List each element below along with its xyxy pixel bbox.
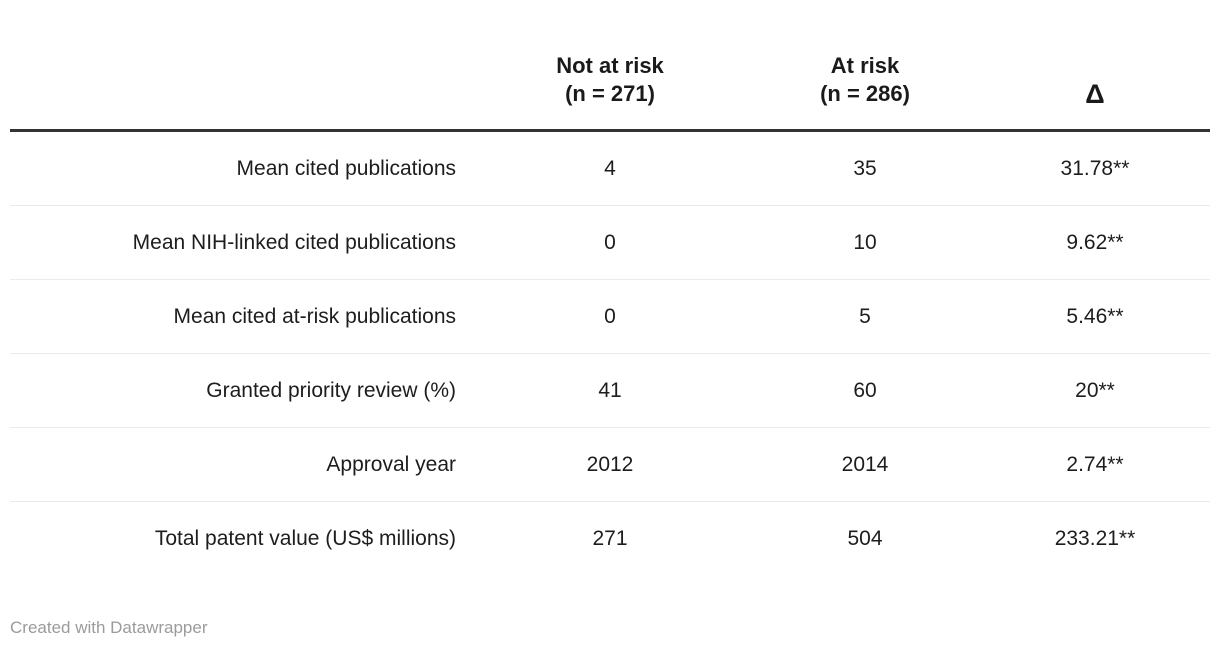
column-header-at-risk: At risk (n = 286) xyxy=(750,0,980,132)
column-header-label: Not at risk xyxy=(556,53,664,78)
cell-delta: 31.78** xyxy=(980,130,1210,206)
cell-delta: 2.74** xyxy=(980,427,1210,502)
cell-not-at-risk: 41 xyxy=(470,353,750,428)
column-header-sublabel: (n = 271) xyxy=(565,81,655,106)
cell-at-risk: 2014 xyxy=(750,427,980,502)
cell-not-at-risk: 0 xyxy=(470,205,750,280)
row-label: Mean cited at-risk publications xyxy=(10,279,470,354)
cell-at-risk: 10 xyxy=(750,205,980,280)
cell-delta: 5.46** xyxy=(980,279,1210,354)
row-label: Granted priority review (%) xyxy=(10,353,470,428)
cell-delta: 9.62** xyxy=(980,205,1210,280)
column-header-not-at-risk: Not at risk (n = 271) xyxy=(470,0,750,132)
table-row: Approval year 2012 2014 2.74** xyxy=(10,427,1210,502)
cell-not-at-risk: 271 xyxy=(592,526,628,550)
cell-not-at-risk: 4 xyxy=(470,130,750,206)
table-row: Mean cited at-risk publications 0 5 5.46… xyxy=(10,279,1210,354)
row-label: Mean NIH-linked cited publications xyxy=(10,205,470,280)
table-row: Mean NIH-linked cited publications 0 10 … xyxy=(10,205,1210,280)
header-row: Not at risk (n = 271) At risk (n = 286) … xyxy=(10,0,1210,132)
cell-not-at-risk: 0 xyxy=(470,279,750,354)
table-row: Granted priority review (%) 41 60 20** xyxy=(10,353,1210,428)
header-empty-cell xyxy=(10,0,470,132)
cell-delta: 20** xyxy=(980,353,1210,428)
row-label: Mean cited publications xyxy=(10,130,470,206)
column-header-label: At risk xyxy=(830,53,900,78)
cell-at-risk: 60 xyxy=(750,353,980,428)
cell-delta: 233.21** xyxy=(1054,526,1136,550)
table-footer: Created with Datawrapper xyxy=(10,617,1210,639)
column-header-delta: Δ xyxy=(980,0,1210,132)
cell-at-risk: 504 xyxy=(847,526,883,550)
comparison-table: Not at risk (n = 271) At risk (n = 286) … xyxy=(10,0,1210,575)
delta-symbol: Δ xyxy=(1085,79,1105,109)
table-row: Mean cited publications 4 35 31.78** xyxy=(10,130,1210,206)
table-row: Total patent value (US$ millions) 271 50… xyxy=(10,502,1210,576)
column-header-sublabel: (n = 286) xyxy=(820,81,910,106)
row-label: Total patent value (US$ millions) xyxy=(154,526,456,550)
cell-at-risk: 5 xyxy=(750,279,980,354)
cell-at-risk: 35 xyxy=(750,130,980,206)
row-label: Approval year xyxy=(10,427,470,502)
cell-not-at-risk: 2012 xyxy=(470,427,750,502)
datawrapper-credit-link[interactable]: Created with Datawrapper xyxy=(10,618,208,637)
